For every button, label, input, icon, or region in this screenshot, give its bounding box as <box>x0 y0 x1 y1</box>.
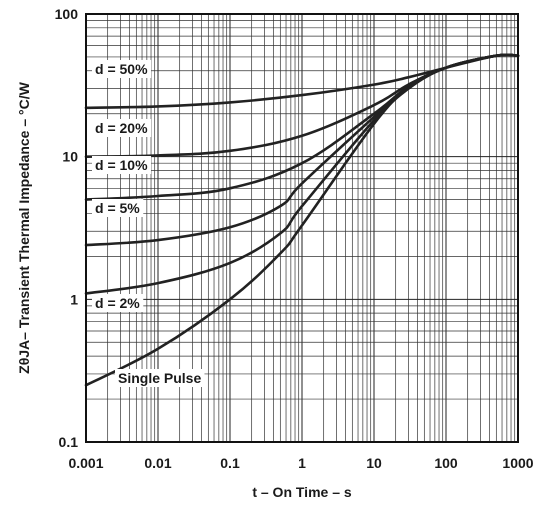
x-tick-label: 0.01 <box>144 455 171 471</box>
series-label: d = 2% <box>95 295 140 311</box>
series-label-background <box>92 156 152 174</box>
x-tick-label: 1000 <box>502 455 533 471</box>
series-label-background <box>92 119 152 137</box>
x-axis-label: t – On Time – s <box>252 484 352 500</box>
series-label-background <box>92 294 144 312</box>
curve-labels: d = 50% d = 20% d = 10% d = 5% d = 2% Single … <box>92 60 205 387</box>
series-label: Single Pulse <box>118 370 201 386</box>
y-axis-label: ZθJA– Transient Thermal Impedance – °C/W <box>16 81 32 373</box>
y-tick-labels: 0.1 1 10 100 <box>55 6 79 450</box>
series-label: d = 10% <box>95 157 148 173</box>
series-label-background <box>92 199 144 217</box>
curves <box>84 53 520 387</box>
plot-frame <box>85 13 519 443</box>
y-tick-label: 100 <box>55 6 79 22</box>
x-tick-label: 0.1 <box>220 455 240 471</box>
series-label-background <box>92 60 152 78</box>
x-tick-labels: 0.001 0.01 0.1 1 10 100 1000 <box>68 455 533 471</box>
series-label: d = 5% <box>95 200 140 216</box>
x-tick-label: 100 <box>434 455 458 471</box>
y-tick-label: 10 <box>62 149 78 165</box>
x-tick-label: 1 <box>298 455 306 471</box>
series-label: d = 50% <box>95 61 148 77</box>
x-tick-label: 0.001 <box>68 455 103 471</box>
series-line <box>84 53 520 387</box>
y-tick-label: 0.1 <box>59 434 79 450</box>
grid <box>86 14 518 442</box>
series-label-background <box>115 369 205 387</box>
series-label: d = 20% <box>95 120 148 136</box>
y-tick-label: 1 <box>70 291 78 307</box>
x-tick-label: 10 <box>366 455 382 471</box>
